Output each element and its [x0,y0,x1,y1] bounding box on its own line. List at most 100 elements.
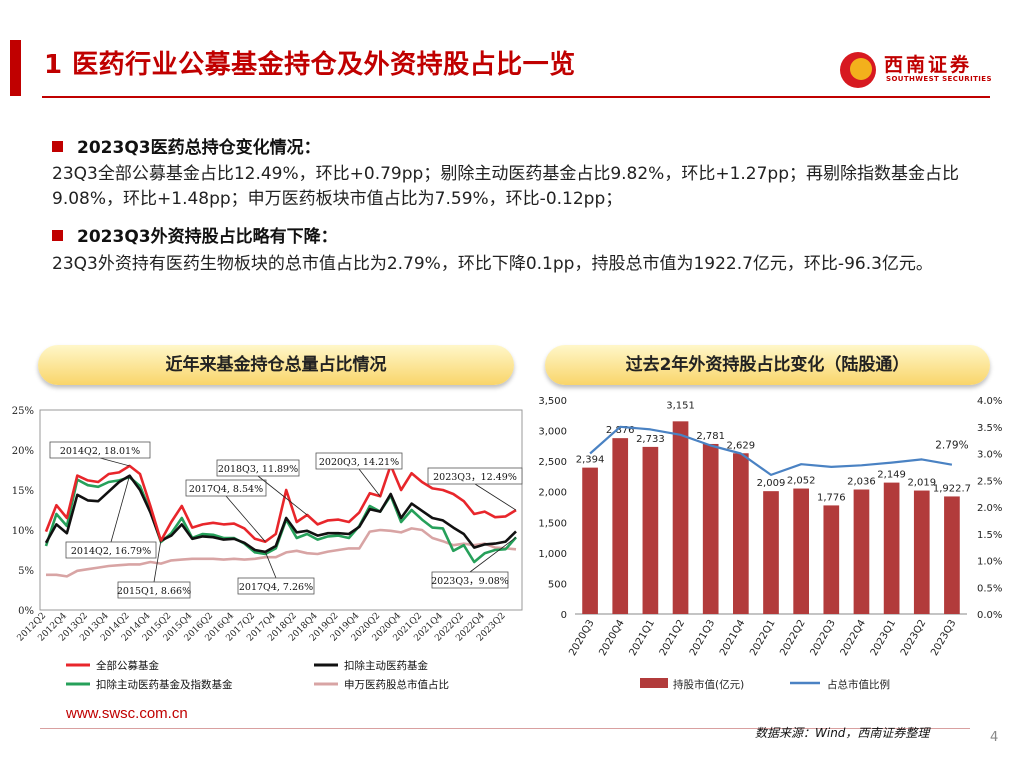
data-source-note: 数据来源：Wind，西南证券整理 [755,726,930,740]
y-tick-label: 1,000 [538,549,567,560]
footer-divider [40,728,970,729]
foreign-holding-bar-chart: 0 500 1,000 1,500 2,000 2,500 3,000 3,500 0.0% 0.… [538,396,1002,691]
bar-value-label: 3,151 [666,400,695,411]
annotation-box [427,467,523,485]
x-tick-label: 2021Q4 [718,618,747,658]
x-tick-label: 2023Q3 [929,618,958,658]
bar [642,446,659,614]
x-tick-label: 2020Q3 [567,618,596,658]
legend-label: 占总市值比例 [827,678,890,691]
bar [582,467,598,614]
bar-value-label: 2,019 [907,478,936,489]
series-line [46,527,517,578]
left-chart-title: 近年来基金持仓总量占比情况 [38,345,514,385]
bar [793,488,809,614]
right-chart-title: 过去2年外资持股占比变化（陆股通） [545,345,990,385]
legend-label: 持股市值(亿元) [673,678,744,691]
annotation-box [315,452,403,470]
y2-tick-label: 1.5% [977,530,1002,541]
annotation-leader [110,475,130,543]
annotation-leader [257,475,308,516]
x-tick-label: 2021Q1 [628,618,657,658]
bar [733,453,749,614]
annotation-label: 2020Q3, 14.21% [319,457,399,468]
bar-value-label: 2,781 [696,431,725,442]
y-tick-label: 3,000 [538,427,567,438]
company-logo: 西南证券 SOUTHWEST SECURITIES [840,50,1000,90]
y-tick-label: 0 [561,610,567,621]
bar [944,496,960,614]
page-title: 1 医药行业公募基金持仓及外资持股占比一览 [44,50,576,80]
annotation-leader [469,537,517,573]
annotation-label: 2018Q3, 11.89% [218,464,298,475]
annotation-label: 2015Q1, 8.66% [117,586,191,597]
annotation-leader [225,495,266,542]
x-tick-label: 2022Q2 [778,618,807,658]
annotation-box [237,577,315,595]
legend-label: 全部公募基金 [96,659,159,672]
y2-tick-label: 2.0% [977,503,1002,514]
ratio-line [589,425,953,477]
bar [702,443,719,614]
annotation-leader [474,483,517,511]
annotation-label: 2023Q3，12.49% [433,472,517,483]
bar [763,491,779,614]
annotation-box [49,441,151,459]
page-number: 4 [990,730,999,745]
y-tick-label: 500 [548,579,567,590]
annotation-box [431,571,509,589]
y-tick-label: 2,000 [538,488,567,499]
legend-label: 扣除主动医药基金 [344,659,428,672]
x-tick-label: 2022Q3 [809,618,838,658]
bar-value-label: 2,149 [877,470,906,481]
y-tick-label: 0% [18,606,34,617]
bar-value-label: 2,009 [757,478,786,489]
y-tick-label: 5% [18,566,34,577]
annotation-label: 2017Q4, 8.54% [189,484,263,495]
section-paragraph-1: 23Q3全部公募基金占比12.49%，环比+0.79pp；剔除主动医药基金占比9… [52,164,960,209]
x-tick-label: 2021Q3 [688,618,717,658]
sun-logo-icon [840,52,876,88]
bullet-square-icon [52,230,63,241]
bar-value-label: 2,876 [606,425,635,436]
ratio-last-label: 2.79% [935,440,968,452]
legend-label: 申万医药股总市值占比 [344,678,449,691]
y-tick-label: 3,500 [538,396,567,407]
footer-url[interactable]: www.swsc.com.cn [66,705,188,722]
bar-value-label: 2,394 [576,455,605,466]
annotation-box [65,541,157,559]
series-line [44,463,517,543]
annotation-label: 2023Q3，9.08% [431,576,509,587]
annotation-label: 2014Q2, 16.79% [71,546,151,557]
bar [883,482,900,614]
title-divider [42,96,990,98]
annotation-leader [153,540,162,583]
bar-value-label: 2,733 [636,434,665,445]
bar [672,421,689,614]
section-paragraph-2: 23Q3外资持有医药生物板块的总市值占比为2.79%，环比下降0.1pp，持股总… [52,254,933,274]
y2-tick-label: 0.0% [977,610,1002,621]
bar-value-label: 2,036 [847,477,876,488]
y-tick-label: 2,500 [538,457,567,468]
y-tick-label: 10% [12,526,34,537]
y2-tick-label: 2.5% [977,476,1002,487]
x-tick-label: 2022Q4 [839,618,868,658]
legend-swatch [640,678,668,688]
annotation-box [117,581,191,599]
annotation-leader [358,468,381,497]
y2-tick-label: 4.0% [977,396,1002,407]
fund-holding-line-chart: 0%5%10%15%20%25%2012Q22012Q42013Q22013Q4… [12,406,523,691]
section-heading-text: 2023Q3医药总持仓变化情况： [77,138,321,158]
y2-tick-label: 3.5% [977,423,1002,434]
legend-label: 扣除主动医药基金及指数基金 [96,678,233,691]
bar [823,505,840,614]
bar-value-label: 2,052 [787,476,816,487]
bar-value-label: 1,776 [817,492,846,503]
section-heading-2: 2023Q3外资持股占比略有下降： [52,222,338,247]
y-tick-label: 1,500 [538,518,567,529]
x-tick-label: 2021Q2 [658,618,687,658]
x-tick-label: 2020Q4 [597,618,626,658]
x-tick-label: 2023Q2 [899,618,928,658]
annotation-leader [99,457,130,467]
bullet-square-icon [52,141,63,152]
